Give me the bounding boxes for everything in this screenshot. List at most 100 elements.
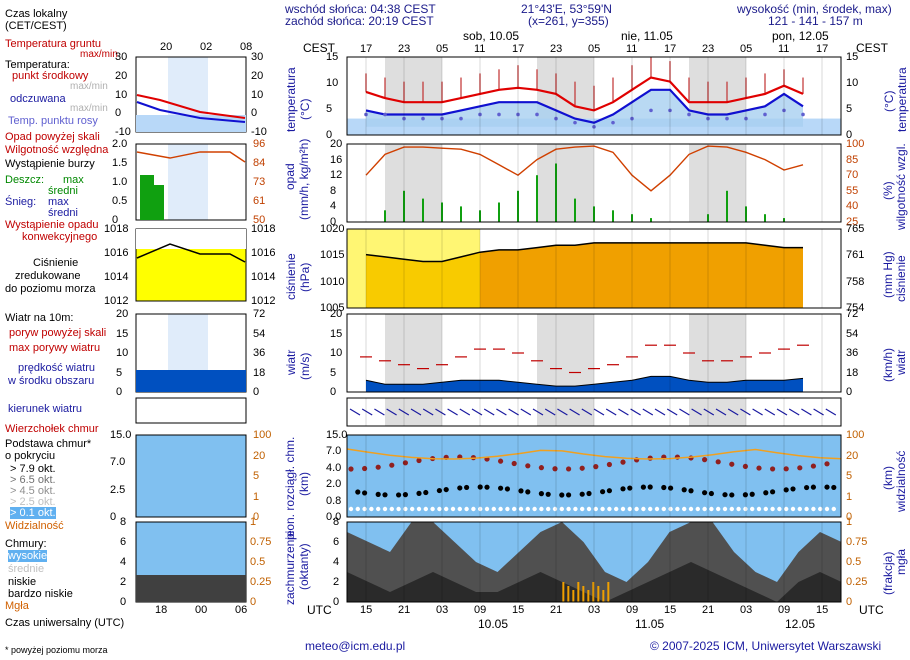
cloud-base-dot-dark xyxy=(661,484,667,491)
wind-dir-arrow xyxy=(374,408,385,416)
left-bottom-hour: 00 xyxy=(195,604,208,616)
left-okt-tick: 4 xyxy=(120,556,127,568)
legend-pressure2: zredukowane xyxy=(15,270,81,282)
wind-tick: 20 xyxy=(330,308,343,320)
hum-tick: 40 xyxy=(846,200,859,213)
legend-precip-occ2: konwekcyjnego xyxy=(22,231,98,243)
cloud-base-dot-dark xyxy=(355,489,361,495)
cloud-base-dot xyxy=(348,506,354,512)
wind-dir-arrow xyxy=(825,408,837,416)
left-pres-tick: 1018 xyxy=(104,223,129,235)
left-temp-tick-r: 10 xyxy=(251,88,264,101)
wind-dir-arrow xyxy=(520,408,532,416)
sunset-text: zachód słońca: 20:19 CEST xyxy=(285,14,434,28)
pres-tick: 1020 xyxy=(320,223,345,235)
hour-top: 23 xyxy=(398,43,411,55)
cloud-base-dot xyxy=(614,506,619,512)
footer-email[interactable]: meteo@icm.edu.pl xyxy=(305,639,406,653)
cloud-base-dot xyxy=(682,506,687,512)
cloud-base-dot xyxy=(423,506,428,512)
cloud-base-dot-dark xyxy=(518,488,524,494)
precip-bar xyxy=(650,218,652,222)
cloud-base-dot xyxy=(641,506,646,512)
legend-snow-mean: średni xyxy=(48,207,78,219)
left-okt-tick: 6 xyxy=(120,536,127,548)
left-top-hour: 20 xyxy=(160,41,173,53)
precip-bar xyxy=(422,198,424,222)
cloud-top-dot xyxy=(810,463,817,469)
wind-dir-arrow xyxy=(715,408,727,416)
cloud-base-dot-dark xyxy=(457,485,463,491)
hour-top: 17 xyxy=(816,43,829,55)
cloud-base-dot xyxy=(654,506,660,512)
legend-pressure1: Ciśnienie xyxy=(33,257,79,269)
legend-cov1: > 7.9 okt. xyxy=(10,463,56,475)
cloud-base-dot xyxy=(797,506,802,512)
temp-tick: 15 xyxy=(326,51,339,63)
cloud-base-dot-dark xyxy=(749,491,755,497)
cloud-base-dot-dark xyxy=(382,492,388,498)
night-band xyxy=(689,144,746,222)
legend-cov5: > 0.1 okt. xyxy=(10,507,56,519)
left-hum-tick: 61 xyxy=(253,195,266,207)
title-cb-left: pion. rozciągł. chm. (km) xyxy=(280,437,322,540)
temp-tick-r: 15 xyxy=(846,51,859,63)
left-okt-tick: 8 xyxy=(120,516,127,528)
left-vis-tick: 20 xyxy=(253,449,266,462)
title-pres-left: ciśnienie (hPa) xyxy=(283,230,323,310)
mmhg-tick: 754 xyxy=(846,302,865,314)
cloud-base-dot xyxy=(518,506,524,512)
temp-tick: 5 xyxy=(326,103,333,115)
title-cc-left-2: (oktanty) xyxy=(297,543,311,590)
cloud-base-dot-dark xyxy=(790,486,796,492)
dew-point xyxy=(744,116,748,121)
hour-top: 17 xyxy=(512,43,525,55)
legend-pressure3: do poziomu morza xyxy=(5,283,96,295)
cb-tick: 7.0 xyxy=(326,445,342,458)
title-wind-left-1: wiatr xyxy=(284,349,298,375)
cloud-base-dot xyxy=(593,506,598,512)
legend-soil-temp: Temperatura gruntu xyxy=(5,38,101,50)
title-cb-right-2: widzialność xyxy=(894,450,908,512)
wind-dir-arrow xyxy=(642,408,654,416)
hour-bottom: 21 xyxy=(398,604,411,616)
title-wind-left-2: (m/s) xyxy=(298,352,312,380)
legend-snow: Śnieg: xyxy=(5,196,37,208)
cloud-base-dot-dark xyxy=(464,484,470,491)
left-vis-tick: 1 xyxy=(253,490,260,503)
cloud-base-dot xyxy=(450,506,456,512)
cloud-base-dot xyxy=(491,506,496,512)
pres-tick: 1005 xyxy=(320,302,345,314)
cloud-base-dot xyxy=(668,506,673,512)
legend-utc: Czas uniwersalny (UTC) xyxy=(5,617,125,629)
cloud-base-dot xyxy=(382,506,388,512)
day-top-1: sob, 10.05 xyxy=(463,29,520,43)
wind-dir-arrow xyxy=(813,408,824,416)
left-top-hour: 08 xyxy=(240,41,253,53)
night-band xyxy=(537,314,594,392)
cloud-base-dot xyxy=(505,506,510,512)
cloud-base-dot-dark xyxy=(783,487,789,493)
cloud-base-dot-dark xyxy=(810,484,817,490)
wind-dir-arrow xyxy=(459,408,471,416)
cloud-base-dot-dark xyxy=(606,488,613,494)
cloud-base-dot-dark xyxy=(498,485,504,491)
title-cc-left: zachmurzenie (oktanty) xyxy=(280,525,322,605)
cloud-base-dot xyxy=(430,506,435,512)
left-precip-tick: 0 xyxy=(112,214,119,226)
dew-point xyxy=(706,116,710,121)
cloud-base-dot xyxy=(831,506,836,512)
hour-bottom: 03 xyxy=(740,604,753,616)
night-band xyxy=(537,398,594,426)
kmh-tick: 36 xyxy=(846,347,859,359)
cloud-top-dot xyxy=(416,457,422,464)
wind-dir-arrow xyxy=(740,408,751,416)
cloud-top-dot xyxy=(797,465,803,471)
cloud-base-dot-dark xyxy=(538,491,545,497)
wind-dir-arrow xyxy=(386,408,397,416)
fog-bar xyxy=(592,582,595,602)
cloud-base-dot xyxy=(376,506,381,512)
cloud-base-dot xyxy=(777,506,782,512)
wind-dir-arrow xyxy=(776,408,788,416)
mmhg-tick: 765 xyxy=(846,223,865,235)
